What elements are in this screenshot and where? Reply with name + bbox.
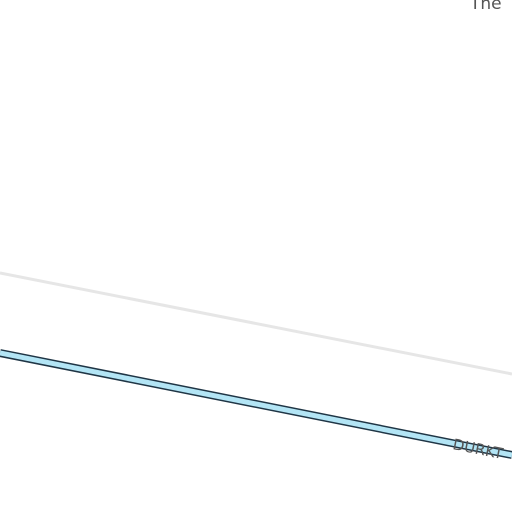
place-label: The xyxy=(469,0,502,14)
minor-road xyxy=(0,271,512,376)
route-line[interactable] xyxy=(0,350,512,458)
